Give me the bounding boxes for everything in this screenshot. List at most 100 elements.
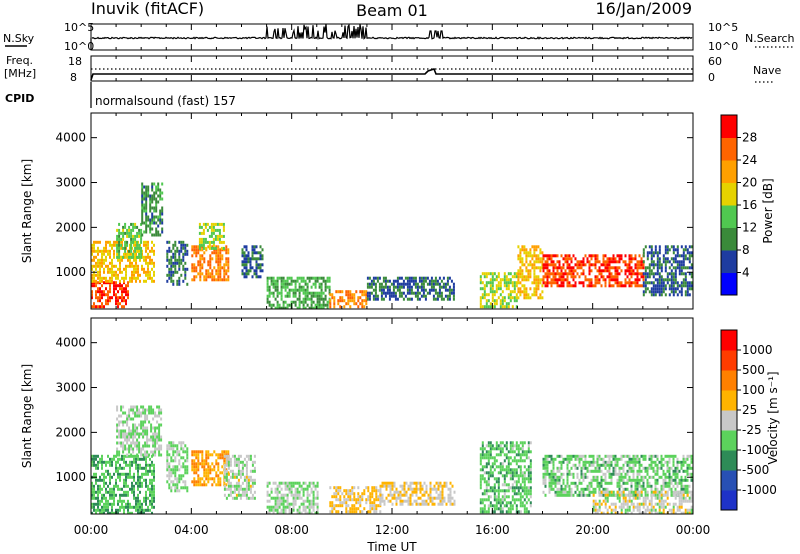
heatmap-cell bbox=[121, 502, 123, 506]
heatmap-cell bbox=[150, 426, 153, 430]
heatmap-cell bbox=[550, 454, 553, 458]
heatmap-cell bbox=[654, 481, 657, 485]
heatmap-cell bbox=[136, 438, 139, 442]
heatmap-cell bbox=[184, 252, 187, 256]
heatmap-cell bbox=[245, 496, 248, 500]
heatmap-cell bbox=[243, 475, 246, 479]
heatmap-cell bbox=[107, 302, 109, 306]
heatmap-cell bbox=[660, 484, 663, 488]
heatmap-cell bbox=[674, 266, 677, 270]
heatmap-cell bbox=[537, 284, 540, 288]
heatmap-cell bbox=[133, 273, 135, 277]
heatmap-cell bbox=[622, 260, 625, 264]
heatmap-cell bbox=[302, 499, 305, 503]
heatmap-cell bbox=[658, 281, 661, 285]
heatmap-cell bbox=[216, 222, 219, 226]
heatmap-cell bbox=[684, 257, 687, 261]
heatmap-cell bbox=[304, 294, 307, 298]
heatmap-cell bbox=[341, 504, 344, 508]
heatmap-cell bbox=[121, 505, 123, 509]
heatmap-cell bbox=[125, 290, 127, 294]
heatmap-cell bbox=[137, 466, 139, 470]
heatmap-cell bbox=[515, 492, 518, 496]
heatmap-cell bbox=[153, 493, 155, 497]
heatmap-cell bbox=[529, 504, 532, 508]
heatmap-cell bbox=[525, 477, 528, 481]
heatmap-cell bbox=[178, 249, 181, 253]
heatmap-cell bbox=[168, 486, 171, 490]
heatmap-cell bbox=[155, 206, 158, 210]
heatmap-cell bbox=[515, 498, 518, 502]
heatmap-cell bbox=[493, 293, 496, 297]
heatmap-cell bbox=[495, 302, 498, 306]
heatmap-cell bbox=[130, 453, 133, 457]
heatmap-cell bbox=[656, 257, 659, 261]
heatmap-cell bbox=[548, 263, 551, 267]
heatmap-cell bbox=[322, 291, 325, 295]
heatmap-cell bbox=[122, 447, 125, 451]
heatmap-cell bbox=[509, 444, 512, 448]
heatmap-cell bbox=[172, 264, 175, 268]
heatmap-cell bbox=[368, 276, 371, 280]
heatmap-cell bbox=[343, 299, 346, 303]
heatmap-cell bbox=[383, 484, 386, 488]
heatmap-cell bbox=[116, 249, 119, 253]
heatmap-cell bbox=[618, 475, 621, 479]
heatmap-cell bbox=[616, 254, 619, 258]
heatmap-cell bbox=[129, 487, 131, 491]
heatmap-cell bbox=[147, 191, 150, 195]
heatmap-cell bbox=[203, 278, 206, 282]
heatmap-cell bbox=[127, 296, 129, 300]
heatmap-cell bbox=[419, 502, 422, 506]
heatmap-cell bbox=[145, 212, 148, 216]
heatmap-cell bbox=[135, 499, 137, 503]
heatmap-cell bbox=[266, 300, 269, 304]
heatmap-cell bbox=[122, 246, 125, 250]
heatmap-cell bbox=[161, 221, 164, 225]
heatmap-cell bbox=[296, 511, 299, 514]
heatmap-cell bbox=[142, 444, 145, 448]
heatmap-cell bbox=[511, 474, 514, 478]
heatmap-cell bbox=[257, 266, 260, 270]
heatmap-cell bbox=[628, 266, 631, 270]
heatmap-cell bbox=[270, 508, 273, 512]
heatmap-cell bbox=[610, 275, 613, 279]
heatmap-cell bbox=[304, 505, 307, 509]
heatmap-cell bbox=[519, 248, 522, 252]
heatmap-cell bbox=[335, 498, 338, 502]
heatmap-cell bbox=[371, 486, 374, 490]
heatmap-cell bbox=[505, 495, 508, 499]
heatmap-cell bbox=[544, 469, 547, 473]
heatmap-cell bbox=[127, 293, 129, 297]
heatmap-cell bbox=[207, 474, 210, 478]
heatmap-cell bbox=[388, 288, 391, 292]
heatmap-cell bbox=[243, 254, 246, 258]
heatmap-cell bbox=[149, 463, 151, 467]
heatmap-cell bbox=[365, 290, 368, 294]
heatmap-cell bbox=[160, 417, 163, 421]
heatmap-cell bbox=[501, 498, 504, 502]
heatmap-cell bbox=[147, 224, 150, 228]
heatmap-cell bbox=[656, 472, 659, 476]
heatmap-cell bbox=[142, 426, 145, 430]
heatmap-cell bbox=[678, 290, 681, 294]
heatmap-cell bbox=[292, 502, 295, 506]
heatmap-cell bbox=[533, 275, 536, 279]
heatmap-cell bbox=[150, 435, 153, 439]
heatmap-cell bbox=[186, 447, 189, 451]
heatmap-cell bbox=[168, 240, 171, 244]
heatmap-cell bbox=[537, 275, 540, 279]
heatmap-cell bbox=[174, 240, 177, 244]
heatmap-cell bbox=[598, 266, 601, 270]
heatmap-cell bbox=[513, 459, 516, 463]
heatmap-cell bbox=[485, 293, 488, 297]
heatmap-cell bbox=[383, 502, 386, 506]
heatmap-cell bbox=[128, 438, 131, 442]
heatmap-cell bbox=[582, 472, 585, 476]
heatmap-cell bbox=[133, 478, 135, 482]
heatmap-cell bbox=[126, 453, 129, 457]
heatmap-cell bbox=[521, 477, 524, 481]
heatmap-cell bbox=[686, 284, 689, 288]
heatmap-cell bbox=[147, 472, 149, 476]
heatmap-cell bbox=[505, 302, 508, 306]
